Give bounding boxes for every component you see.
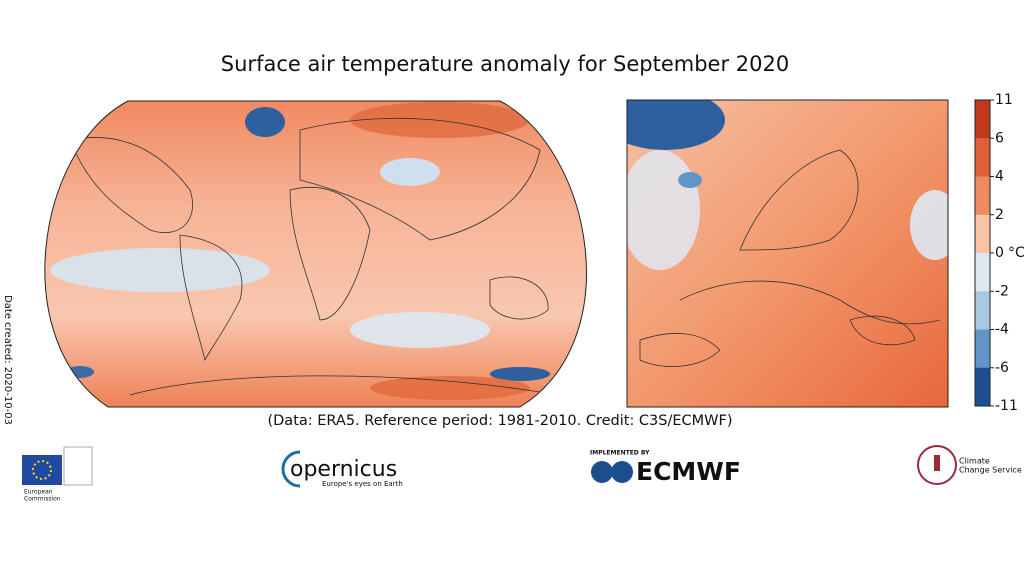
colorbar-segment <box>975 100 990 139</box>
colorbar: 11 6 4 2 0 -2 -4 -6 -11 <box>974 92 1018 414</box>
colorbar-segment <box>975 214 990 254</box>
colorbar-tick-label: 0 <box>995 245 1004 261</box>
colorbar-tick-label: 2 <box>995 207 1004 223</box>
title: Surface air temperature anomaly for Sept… <box>221 52 789 76</box>
c3s-logo: Climate Change Service <box>917 445 1022 485</box>
c3s-line2: Change Service <box>959 466 1022 475</box>
caption: (Data: ERA5. Reference period: 1981-2010… <box>267 413 732 429</box>
ecmwf-name: ECMWF <box>636 457 741 486</box>
eu-line2: Commission <box>24 496 61 503</box>
colorbar-segment <box>975 253 990 292</box>
colorbar-tick-label: -6 <box>995 360 1009 376</box>
colorbar-segment <box>975 138 990 177</box>
colorbar-segment <box>975 176 990 216</box>
europe-map <box>626 99 949 408</box>
ecmwf-logo: IMPLEMENTED BY ECMWF <box>590 450 741 487</box>
copernicus-logo: opernicus Europe's eyes on Earth <box>281 450 403 488</box>
copernicus-tagline: Europe's eyes on Earth <box>322 480 403 488</box>
colorbar-tick-label: -2 <box>995 283 1009 299</box>
colorbar-tick-label: 6 <box>995 130 1004 146</box>
colorbar-tick-label: 4 <box>995 169 1004 185</box>
colorbar-tick-label: -4 <box>995 322 1009 338</box>
eu-logo: European Commission <box>22 446 93 503</box>
colorbar-tick-label: -11 <box>995 398 1018 414</box>
date-created: Date created: 2020-10-03 <box>2 295 13 425</box>
colorbar-segment <box>975 329 990 369</box>
colorbar-tick-label: 11 <box>995 92 1013 108</box>
c3s-line1: Climate <box>959 457 990 466</box>
eu-line1: European <box>24 489 53 496</box>
copernicus-name: opernicus <box>290 457 397 482</box>
colorbar-unit: °C <box>1008 245 1024 261</box>
colorbar-segment <box>975 367 990 407</box>
world-map <box>44 100 587 408</box>
ecmwf-prefix: IMPLEMENTED BY <box>590 450 650 457</box>
colorbar-segment <box>975 291 990 330</box>
